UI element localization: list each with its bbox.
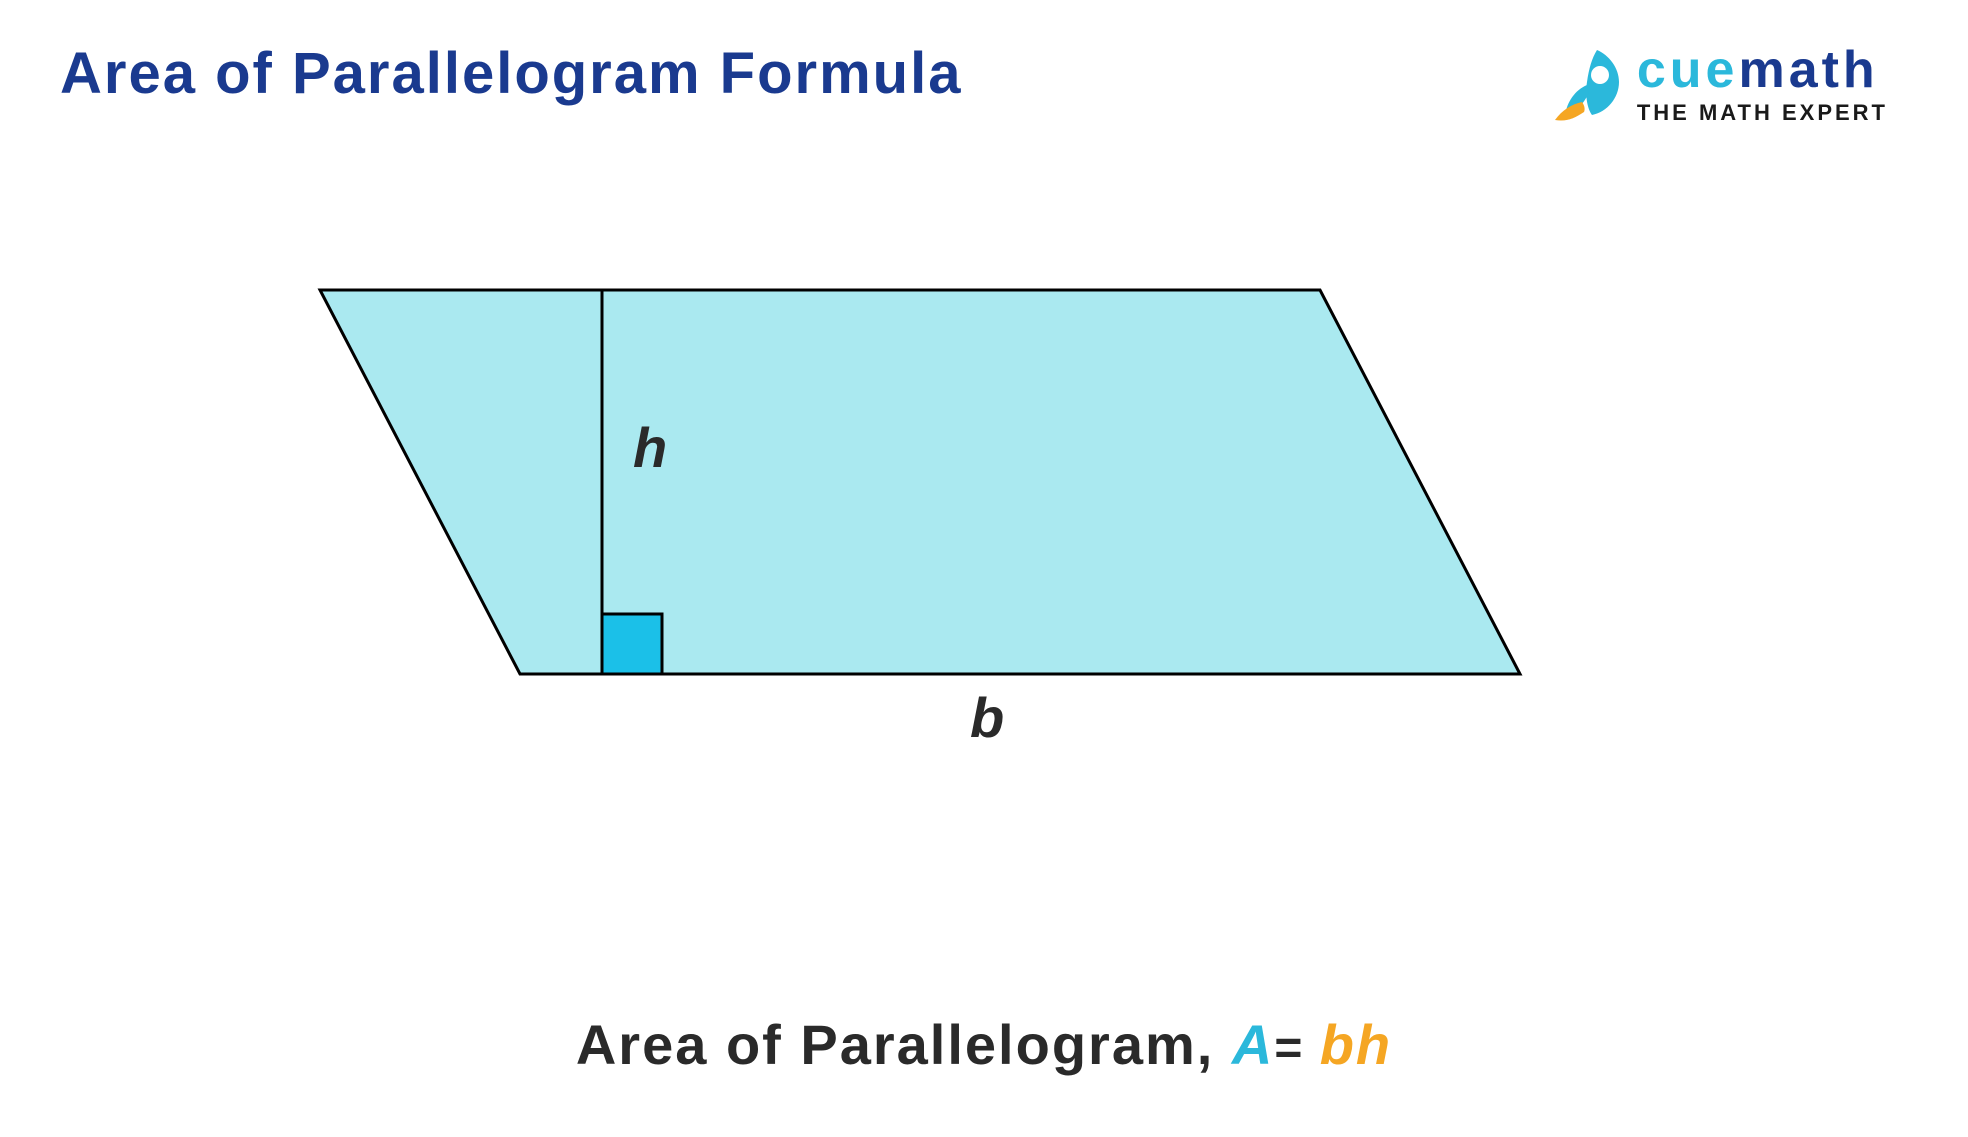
height-label: h — [633, 415, 667, 480]
formula-variable-bh: bh — [1320, 1013, 1392, 1076]
parallelogram-shape — [320, 290, 1520, 674]
right-angle-marker — [602, 614, 662, 674]
rocket-icon — [1537, 40, 1627, 130]
formula-prefix: Area of Parallelogram, — [576, 1013, 1232, 1076]
header: Area of Parallelogram Formula cuemath TH… — [0, 0, 1968, 130]
parallelogram-diagram: h b — [260, 230, 1710, 830]
logo-text: cuemath THE MATH EXPERT — [1637, 44, 1888, 126]
base-label: b — [970, 685, 1004, 750]
brand-logo: cuemath THE MATH EXPERT — [1537, 40, 1888, 130]
logo-tagline: THE MATH EXPERT — [1637, 100, 1888, 126]
logo-brand-name: cuemath — [1637, 44, 1888, 96]
formula-variable-a: A — [1232, 1013, 1274, 1076]
formula-equals: = — [1274, 1022, 1319, 1075]
page-title: Area of Parallelogram Formula — [60, 40, 962, 107]
area-formula: Area of Parallelogram, A= bh — [576, 1012, 1392, 1077]
